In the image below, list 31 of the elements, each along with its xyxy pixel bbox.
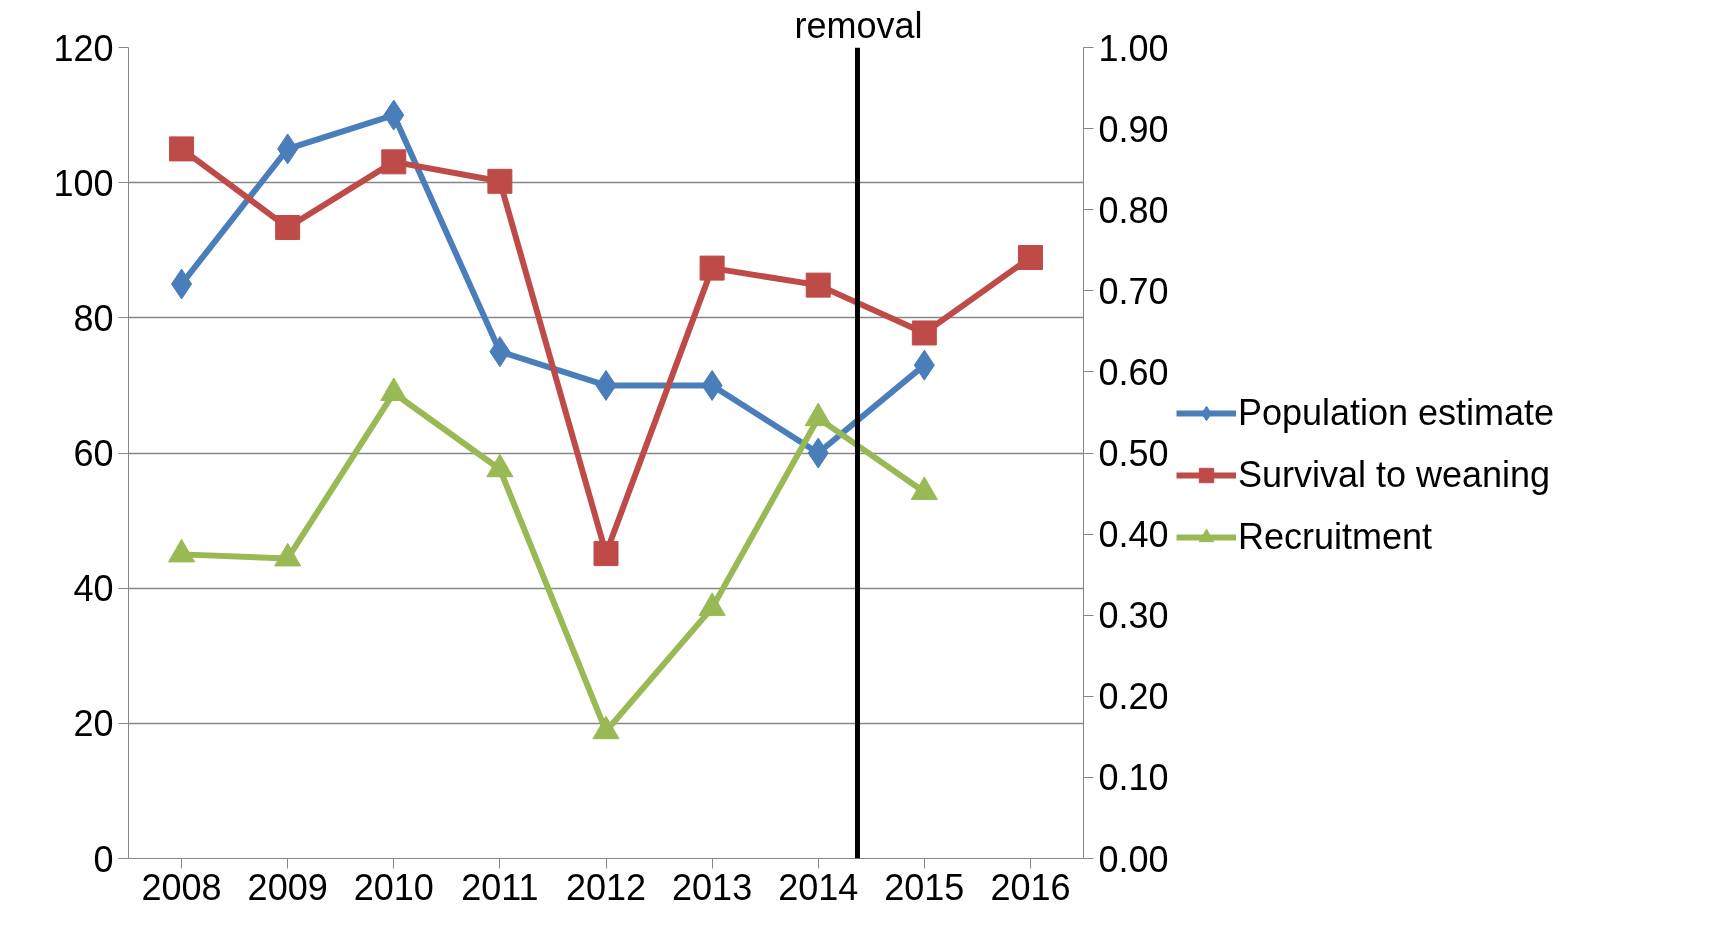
x-tick-label: 2013 <box>672 866 753 908</box>
y-tick-label: 40 <box>73 568 114 610</box>
ref-line-label: removal <box>794 4 923 46</box>
x-tick-label: 2012 <box>565 866 647 908</box>
y2-tick-label: 0.20 <box>1098 676 1169 718</box>
y2-tick-label: 0.80 <box>1098 189 1169 231</box>
y-tick-label: 20 <box>73 703 114 745</box>
legend-label: Recruitment <box>1237 516 1432 558</box>
y-tick-label: 60 <box>73 433 114 474</box>
y2-tick-label: 0.40 <box>1098 514 1169 556</box>
y2-tick-label: 0.30 <box>1098 595 1169 637</box>
x-tick-label: 2008 <box>141 866 222 908</box>
y2-tick-label: 0.90 <box>1098 108 1169 150</box>
y2-tick-label: 1.00 <box>1098 27 1169 69</box>
y2-tick-label: 0.50 <box>1098 433 1169 474</box>
y2-tick-label: 0.10 <box>1098 757 1169 799</box>
x-tick-label: 2010 <box>353 866 434 908</box>
x-tick-label: 2009 <box>247 866 328 908</box>
y-tick-label: 0 <box>93 838 114 880</box>
x-tick-label: 2014 <box>778 866 859 908</box>
legend-label: Survival to weaning <box>1237 454 1551 496</box>
y2-tick-label: 0.70 <box>1098 270 1169 312</box>
x-tick-label: 2016 <box>990 866 1071 908</box>
y-tick-label: 80 <box>73 297 114 339</box>
x-tick-label: 2011 <box>461 866 539 908</box>
x-tick-label: 2015 <box>884 866 965 908</box>
y-tick-label: 120 <box>53 27 114 69</box>
y2-tick-label: 0.00 <box>1098 838 1169 880</box>
y2-tick-label: 0.60 <box>1098 351 1169 393</box>
y-tick-label: 100 <box>53 162 114 204</box>
legend-label: Population estimate <box>1237 392 1555 434</box>
